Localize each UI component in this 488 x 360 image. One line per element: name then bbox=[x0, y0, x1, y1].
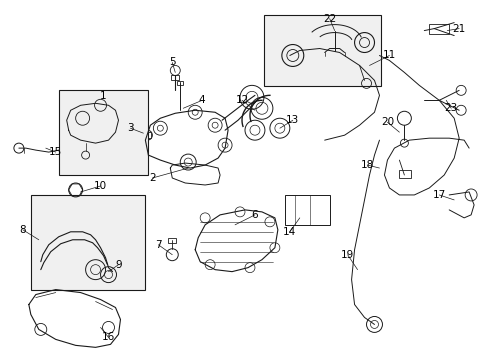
Text: 8: 8 bbox=[20, 225, 26, 235]
Bar bbox=[31, 195, 145, 289]
Text: 2: 2 bbox=[149, 173, 155, 183]
Text: 5: 5 bbox=[169, 58, 175, 67]
Text: 3: 3 bbox=[127, 123, 134, 133]
Text: 16: 16 bbox=[102, 332, 115, 342]
Text: 17: 17 bbox=[432, 190, 445, 200]
Text: 18: 18 bbox=[360, 160, 373, 170]
Bar bbox=[264, 15, 381, 86]
Text: 7: 7 bbox=[155, 240, 162, 250]
Text: 14: 14 bbox=[283, 227, 296, 237]
Text: 12: 12 bbox=[235, 95, 248, 105]
Text: 6: 6 bbox=[251, 210, 258, 220]
Bar bbox=[171, 75, 179, 80]
Text: 1: 1 bbox=[100, 91, 107, 101]
Text: 4: 4 bbox=[199, 95, 205, 105]
Bar bbox=[285, 195, 329, 225]
Text: 22: 22 bbox=[323, 14, 336, 24]
Text: 19: 19 bbox=[340, 250, 353, 260]
Text: 20: 20 bbox=[380, 117, 393, 127]
Text: 15: 15 bbox=[49, 147, 62, 157]
Text: 10: 10 bbox=[94, 181, 107, 191]
Text: 11: 11 bbox=[382, 50, 395, 60]
Bar bbox=[428, 24, 448, 33]
Text: 9: 9 bbox=[115, 260, 122, 270]
Text: 21: 21 bbox=[451, 24, 465, 33]
Bar bbox=[399, 170, 410, 178]
Text: 23: 23 bbox=[444, 103, 457, 113]
Bar bbox=[143, 132, 151, 138]
Bar bbox=[59, 90, 148, 175]
Text: 13: 13 bbox=[285, 115, 299, 125]
Bar bbox=[168, 238, 176, 243]
Bar bbox=[177, 81, 183, 85]
